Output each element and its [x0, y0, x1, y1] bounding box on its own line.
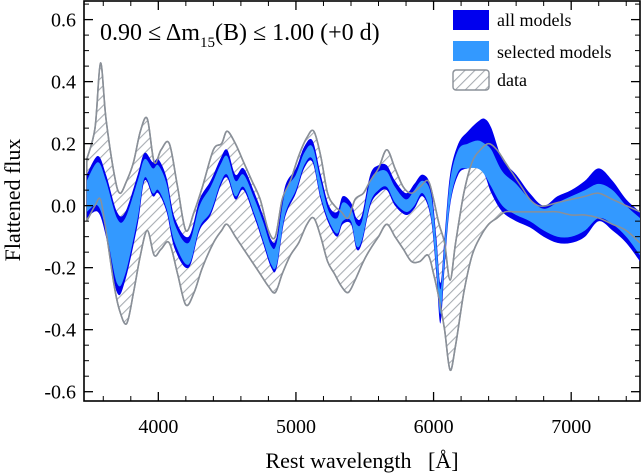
y-tick-label: 0.6 [51, 10, 76, 32]
data-envelope-lower [86, 197, 640, 371]
legend-label-all-models: all models [497, 10, 572, 30]
y-tick-label: -0.6 [44, 382, 76, 404]
title-subscript: 15 [200, 35, 215, 51]
x-tick-label: 4000 [138, 416, 178, 438]
x-tick-label: 6000 [414, 416, 454, 438]
chart-title: 0.90 ≤ Δm15(B) ≤ 1.00 (+0 d) [100, 20, 380, 51]
y-tick-label: -0.4 [44, 320, 76, 342]
series-layer [86, 62, 640, 372]
tick-layer: 4000 5000 6000 7000 -0.6 -0.4 -0.2 0.0 0.2 0.4 0.6 [44, 1, 640, 438]
y-tick-label: 0.2 [51, 134, 76, 156]
y-tick-label: -0.2 [44, 258, 76, 280]
y-axis-title: Flattened flux [0, 139, 25, 262]
x-tick-label: 7000 [551, 416, 591, 438]
title-prefix: 0.90 ≤ Δm [100, 20, 200, 46]
y-tick-label: 0.4 [51, 72, 76, 94]
legend-swatch-selected-models [453, 41, 489, 61]
data-envelope-upper [86, 62, 640, 281]
series-band-selected-models [86, 140, 640, 315]
x-axis-title: Rest wavelength [Å] [265, 448, 458, 473]
y-tick-label: 0.0 [51, 196, 76, 218]
legend-label-data: data [497, 70, 527, 90]
legend-label-selected-models: selected models [497, 42, 611, 62]
x-tick-label: 5000 [276, 416, 316, 438]
legend-swatch-data [452, 69, 490, 91]
legend-swatch-all-models [453, 10, 489, 30]
plot-frame [83, 0, 641, 402]
legend: all models selected models data [452, 10, 611, 91]
title-suffix: (B) ≤ 1.00 (+0 d) [215, 20, 380, 46]
